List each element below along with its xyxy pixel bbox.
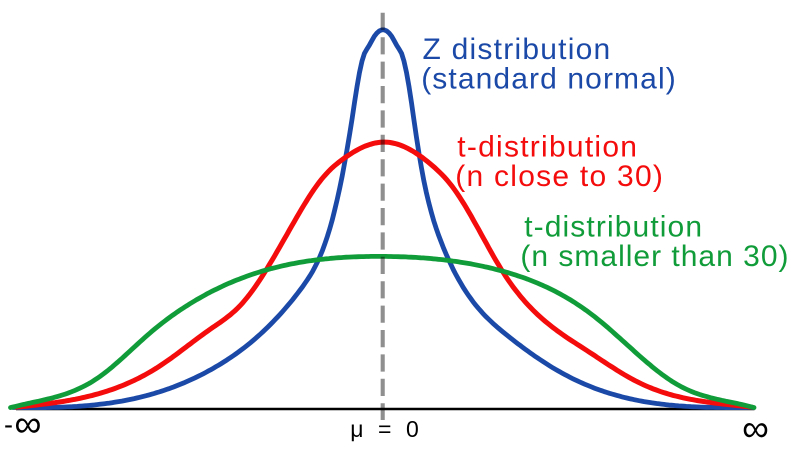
svg-text:∞: ∞ [14,404,41,446]
svg-text:-: - [4,410,13,440]
svg-text:t-distribution: t-distribution [524,211,703,244]
svg-text:(standard normal): (standard normal) [421,63,677,96]
svg-text:∞: ∞ [742,407,769,449]
svg-text:(n smaller than 30): (n smaller than 30) [520,240,789,273]
svg-text:Z distribution: Z distribution [423,33,612,66]
svg-text:(n close to 30): (n close to 30) [455,160,664,193]
svg-text:t-distribution: t-distribution [457,131,638,164]
svg-text:μ = 0: μ = 0 [350,416,423,442]
